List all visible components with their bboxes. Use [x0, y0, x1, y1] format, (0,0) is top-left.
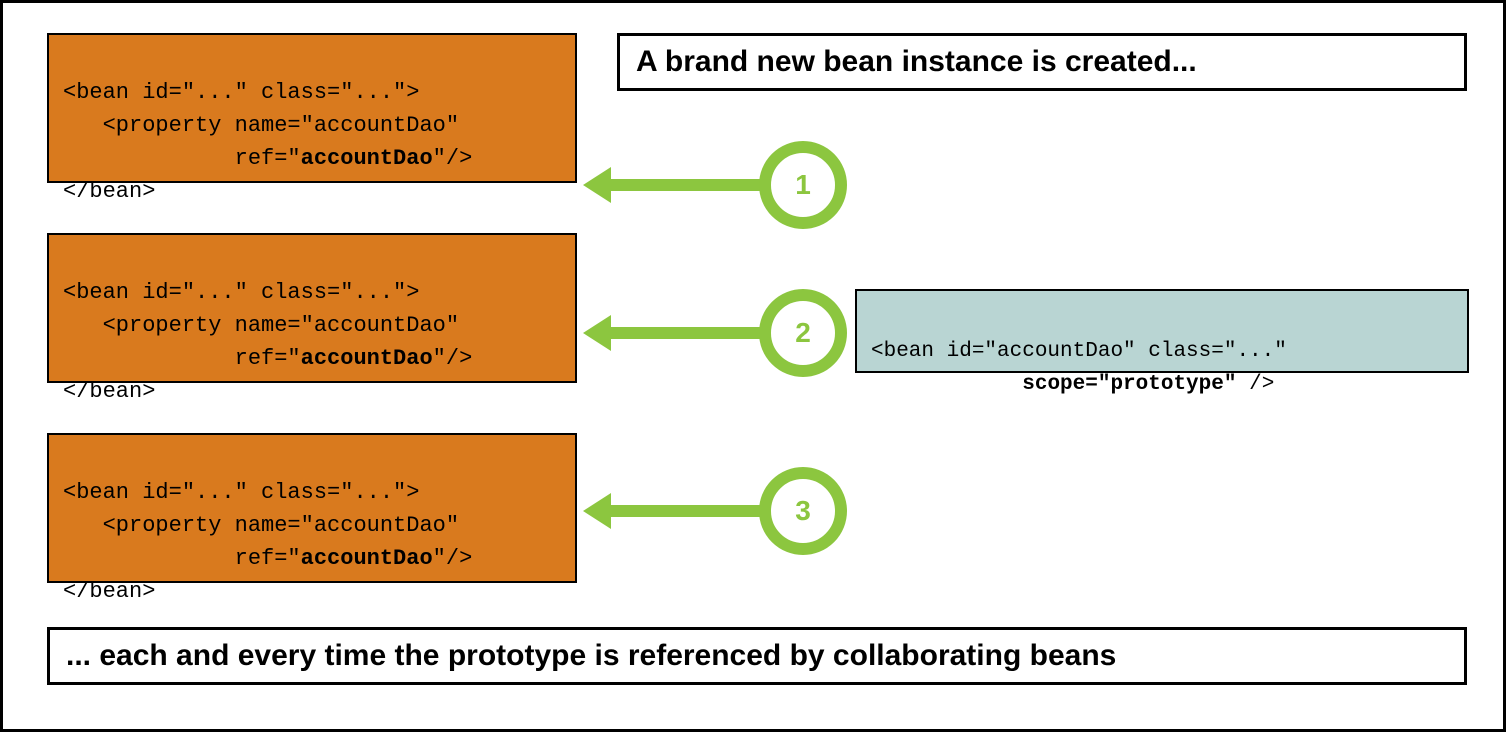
- bean-line2: <property name="accountDao": [63, 113, 459, 138]
- bottom-caption-text: ... each and every time the prototype is…: [66, 639, 1116, 673]
- bean-box-1: <bean id="..." class="..."> <property na…: [47, 33, 577, 183]
- bean-box-3: <bean id="..." class="..."> <property na…: [47, 433, 577, 583]
- bean-line4: </bean>: [63, 579, 155, 604]
- bean-line3-pre: ref=": [63, 346, 301, 371]
- circle-label-2: 2: [795, 317, 811, 349]
- proto-line2-bold: scope="prototype": [1022, 373, 1236, 396]
- bean-line3-bold: accountDao: [301, 546, 433, 571]
- bean-line1: <bean id="..." class="...">: [63, 480, 419, 505]
- top-caption-text: A brand new bean instance is created...: [636, 45, 1197, 79]
- bean-line4: </bean>: [63, 379, 155, 404]
- circle-badge-3: 3: [759, 467, 847, 555]
- circle-badge-2: 2: [759, 289, 847, 377]
- circle-badge-1: 1: [759, 141, 847, 229]
- prototype-box: <bean id="accountDao" class="..." scope=…: [855, 289, 1469, 373]
- bean-line3-post: "/>: [433, 346, 473, 371]
- diagram-container: <bean id="..." class="..."> <property na…: [0, 0, 1506, 732]
- bean-line3-pre: ref=": [63, 146, 301, 171]
- arrow-2: [607, 327, 763, 339]
- proto-line2-post: />: [1236, 373, 1274, 396]
- bean-line3-post: "/>: [433, 546, 473, 571]
- bean-line1: <bean id="..." class="...">: [63, 280, 419, 305]
- proto-line1: <bean id="accountDao" class="...": [871, 340, 1287, 363]
- proto-line2-pre: [871, 373, 1022, 396]
- top-caption: A brand new bean instance is created...: [617, 33, 1467, 91]
- circle-label-1: 1: [795, 169, 811, 201]
- arrow-1: [607, 179, 763, 191]
- bean-line3-bold: accountDao: [301, 346, 433, 371]
- bottom-caption: ... each and every time the prototype is…: [47, 627, 1467, 685]
- circle-label-3: 3: [795, 495, 811, 527]
- bean-line3-post: "/>: [433, 146, 473, 171]
- arrow-3: [607, 505, 763, 517]
- bean-line4: </bean>: [63, 179, 155, 204]
- bean-line3-pre: ref=": [63, 546, 301, 571]
- bean-box-2: <bean id="..." class="..."> <property na…: [47, 233, 577, 383]
- bean-line3-bold: accountDao: [301, 146, 433, 171]
- bean-line2: <property name="accountDao": [63, 313, 459, 338]
- bean-line2: <property name="accountDao": [63, 513, 459, 538]
- bean-line1: <bean id="..." class="...">: [63, 80, 419, 105]
